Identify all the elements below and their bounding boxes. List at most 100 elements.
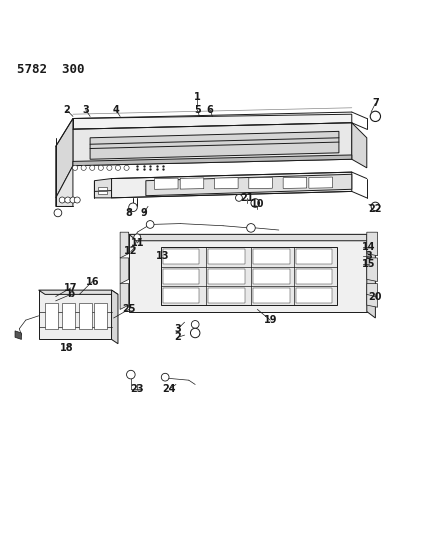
Text: 18: 18 — [60, 343, 73, 353]
Text: 3: 3 — [175, 324, 181, 334]
Polygon shape — [249, 177, 272, 189]
Bar — [45, 303, 58, 329]
Text: 24: 24 — [163, 384, 176, 394]
Polygon shape — [367, 258, 378, 281]
Circle shape — [81, 165, 86, 171]
Bar — [94, 303, 107, 329]
Circle shape — [370, 111, 381, 122]
Bar — [296, 269, 332, 284]
Polygon shape — [73, 123, 352, 166]
Text: 2: 2 — [175, 332, 181, 342]
Text: 19: 19 — [263, 315, 277, 325]
Circle shape — [124, 165, 129, 171]
Text: 2: 2 — [63, 105, 70, 115]
Text: 20: 20 — [369, 292, 382, 302]
Text: 15: 15 — [362, 260, 376, 269]
Text: 22: 22 — [369, 204, 382, 214]
Circle shape — [247, 224, 255, 232]
Circle shape — [127, 370, 135, 379]
Bar — [253, 288, 290, 303]
Text: 10: 10 — [251, 199, 264, 209]
Polygon shape — [90, 131, 339, 159]
Circle shape — [74, 197, 80, 203]
Bar — [253, 269, 290, 284]
Polygon shape — [56, 166, 73, 206]
Polygon shape — [120, 258, 129, 284]
Text: b: b — [67, 289, 74, 300]
Bar — [208, 288, 245, 303]
Text: 8: 8 — [125, 208, 132, 218]
Bar — [163, 249, 199, 264]
Bar — [253, 249, 290, 264]
Text: 14: 14 — [362, 242, 376, 252]
Polygon shape — [39, 290, 118, 294]
Polygon shape — [73, 114, 352, 129]
Circle shape — [98, 165, 103, 171]
Circle shape — [161, 373, 169, 381]
Circle shape — [70, 197, 76, 203]
Polygon shape — [367, 284, 378, 307]
Bar — [98, 191, 107, 195]
Text: 5: 5 — [194, 105, 201, 115]
Polygon shape — [73, 155, 352, 166]
Text: 12: 12 — [124, 246, 138, 256]
Polygon shape — [367, 235, 375, 318]
Text: 5782  300: 5782 300 — [17, 63, 85, 76]
Polygon shape — [120, 232, 129, 258]
Bar — [62, 303, 75, 329]
Bar — [163, 269, 199, 284]
Polygon shape — [112, 290, 118, 344]
Polygon shape — [367, 232, 378, 256]
Polygon shape — [309, 177, 332, 188]
Polygon shape — [94, 179, 112, 198]
Polygon shape — [352, 123, 367, 168]
Circle shape — [129, 203, 137, 212]
Text: 7: 7 — [372, 99, 379, 109]
Bar — [98, 187, 107, 190]
Text: 6: 6 — [207, 105, 214, 115]
Circle shape — [251, 199, 260, 207]
Polygon shape — [112, 172, 352, 198]
Text: 11: 11 — [130, 238, 144, 248]
Text: 9: 9 — [140, 208, 147, 218]
Polygon shape — [39, 290, 112, 340]
Polygon shape — [154, 178, 178, 189]
Text: 23: 23 — [130, 384, 144, 394]
Circle shape — [190, 328, 200, 338]
Text: 17: 17 — [64, 283, 78, 293]
Polygon shape — [15, 331, 21, 340]
Polygon shape — [283, 177, 307, 189]
Text: 1: 1 — [194, 92, 201, 102]
Circle shape — [90, 165, 95, 171]
Bar — [208, 269, 245, 284]
Polygon shape — [214, 177, 238, 189]
Polygon shape — [180, 178, 204, 189]
Polygon shape — [129, 235, 375, 241]
Polygon shape — [146, 174, 352, 196]
Circle shape — [146, 221, 154, 228]
Circle shape — [73, 165, 78, 171]
Polygon shape — [56, 118, 73, 198]
Circle shape — [236, 195, 242, 201]
Circle shape — [371, 202, 380, 211]
Circle shape — [134, 234, 141, 241]
Text: 16: 16 — [85, 277, 99, 287]
Circle shape — [115, 165, 121, 171]
Text: 3: 3 — [366, 251, 372, 261]
Circle shape — [107, 165, 112, 171]
Text: 21: 21 — [240, 193, 254, 203]
Text: 13: 13 — [156, 251, 170, 261]
Bar — [79, 303, 92, 329]
Text: 25: 25 — [122, 304, 136, 314]
Polygon shape — [129, 235, 367, 312]
Bar — [208, 249, 245, 264]
Bar — [296, 288, 332, 303]
Text: 4: 4 — [112, 105, 119, 115]
Polygon shape — [161, 247, 337, 305]
Polygon shape — [120, 284, 129, 309]
Circle shape — [59, 197, 65, 203]
Circle shape — [65, 197, 71, 203]
Circle shape — [191, 320, 199, 328]
Circle shape — [54, 209, 62, 217]
Bar — [296, 249, 332, 264]
